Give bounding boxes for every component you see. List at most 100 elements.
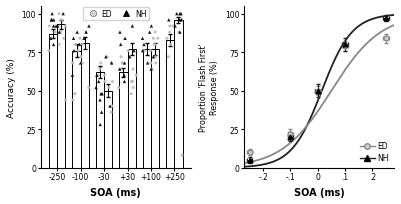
Point bbox=[99, 93, 105, 96]
Point bbox=[168, 44, 174, 47]
Point bbox=[56, 13, 62, 16]
Bar bbox=[57, 25, 65, 168]
Point bbox=[52, 31, 58, 35]
Point bbox=[93, 74, 100, 78]
Point bbox=[46, 50, 52, 53]
Point bbox=[69, 74, 76, 78]
Point bbox=[108, 62, 115, 65]
Point bbox=[97, 68, 103, 71]
Bar bbox=[73, 51, 81, 168]
Bar bbox=[104, 91, 112, 168]
Point bbox=[140, 50, 146, 53]
Point bbox=[166, 31, 173, 35]
Point bbox=[106, 86, 112, 90]
Point bbox=[141, 44, 147, 47]
Point bbox=[118, 56, 124, 59]
Point bbox=[125, 50, 132, 53]
Point bbox=[148, 25, 154, 29]
Point bbox=[164, 38, 170, 41]
Point bbox=[48, 19, 55, 22]
Point bbox=[130, 86, 136, 90]
Bar bbox=[119, 73, 128, 168]
Point bbox=[77, 38, 83, 41]
Point bbox=[81, 38, 87, 41]
Point bbox=[108, 62, 115, 65]
Point bbox=[79, 44, 86, 47]
Point bbox=[128, 80, 135, 84]
Point bbox=[72, 93, 78, 96]
Point bbox=[149, 68, 155, 71]
Point bbox=[51, 19, 57, 22]
Point bbox=[53, 25, 59, 29]
Point bbox=[117, 31, 123, 35]
Point bbox=[178, 19, 185, 22]
Y-axis label: Proportion 'Flash First'
Response (%): Proportion 'Flash First' Response (%) bbox=[199, 43, 219, 131]
Point bbox=[130, 68, 136, 71]
X-axis label: SOA (ms): SOA (ms) bbox=[294, 187, 344, 197]
Point bbox=[128, 93, 134, 96]
Point bbox=[147, 50, 154, 53]
Point bbox=[127, 56, 133, 59]
Point bbox=[172, 25, 178, 29]
Point bbox=[115, 86, 122, 90]
Point bbox=[75, 50, 81, 53]
Point bbox=[177, 13, 183, 16]
Point bbox=[72, 44, 79, 47]
Point bbox=[109, 80, 115, 84]
Point bbox=[79, 62, 85, 65]
Point bbox=[97, 62, 104, 65]
Legend: ED, NH: ED, NH bbox=[358, 140, 390, 164]
Point bbox=[152, 62, 159, 65]
Point bbox=[131, 50, 137, 53]
Point bbox=[104, 56, 110, 59]
Point bbox=[122, 38, 128, 41]
Point bbox=[83, 31, 89, 35]
Point bbox=[121, 74, 128, 78]
Point bbox=[97, 99, 103, 102]
Point bbox=[98, 93, 104, 96]
Point bbox=[62, 25, 69, 29]
Point bbox=[74, 31, 81, 35]
Point bbox=[51, 44, 57, 47]
Point bbox=[95, 80, 102, 84]
Point bbox=[174, 13, 180, 16]
Point bbox=[152, 56, 159, 59]
Point bbox=[98, 111, 105, 114]
Point bbox=[178, 19, 184, 22]
Point bbox=[58, 31, 64, 35]
Point bbox=[71, 50, 77, 53]
Bar bbox=[81, 44, 89, 168]
Point bbox=[179, 154, 185, 157]
Point bbox=[144, 62, 151, 65]
Bar bbox=[128, 50, 136, 168]
Point bbox=[129, 25, 136, 29]
Point bbox=[97, 123, 103, 126]
Bar bbox=[143, 50, 151, 168]
Point bbox=[51, 25, 57, 29]
Point bbox=[129, 80, 136, 84]
Point bbox=[150, 38, 157, 41]
Point bbox=[139, 38, 146, 41]
Point bbox=[167, 25, 173, 29]
Point bbox=[108, 111, 114, 114]
Point bbox=[109, 105, 115, 108]
Point bbox=[103, 56, 109, 59]
Point bbox=[176, 19, 183, 22]
Point bbox=[86, 25, 92, 29]
Point bbox=[55, 25, 61, 29]
X-axis label: SOA (ms): SOA (ms) bbox=[91, 187, 141, 197]
Point bbox=[56, 44, 62, 47]
Point bbox=[70, 99, 76, 102]
Point bbox=[77, 44, 83, 47]
Point bbox=[170, 25, 176, 29]
Point bbox=[49, 19, 55, 22]
Point bbox=[46, 25, 53, 29]
Point bbox=[78, 56, 84, 59]
Bar bbox=[49, 34, 57, 168]
Bar bbox=[174, 21, 182, 168]
Point bbox=[133, 74, 140, 78]
Point bbox=[70, 38, 77, 41]
Point bbox=[93, 86, 99, 90]
Point bbox=[146, 31, 153, 35]
Point bbox=[61, 38, 67, 41]
